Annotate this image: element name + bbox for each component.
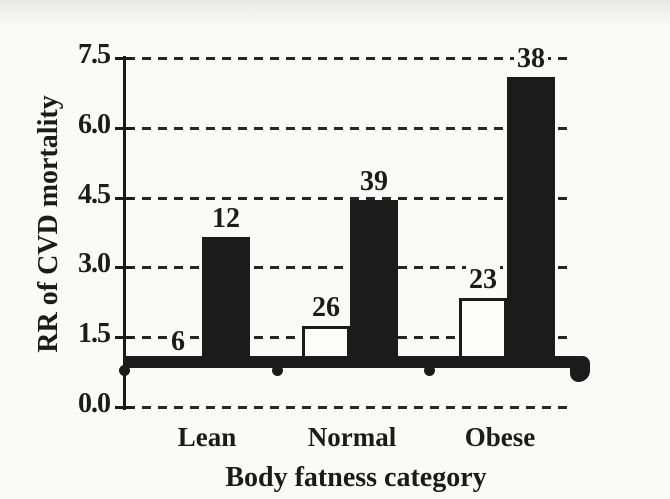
bar-count-label: 23 [466, 265, 500, 294]
y-tick-label: 3.0 [78, 248, 111, 280]
bar-solid-bars-obese [507, 76, 555, 368]
y-tick-label: 4.5 [78, 178, 111, 210]
bar-count-label: 26 [309, 293, 343, 322]
y-tick-label: 7.5 [78, 39, 111, 71]
scan-edge-shading [0, 0, 670, 26]
y-gridline-7.5 [126, 57, 572, 61]
baseline-band [123, 356, 574, 368]
x-axis-tick-dot [118, 365, 130, 376]
x-axis-tick-dot [423, 365, 435, 376]
bar-count-label: 6 [168, 328, 188, 357]
category-label-lean: Lean [177, 422, 237, 452]
category-label-normal: Normal [307, 422, 397, 452]
y-axis-line [123, 56, 126, 410]
y-tick-label: 0.0 [78, 388, 111, 419]
bar-count-label: 38 [514, 44, 548, 73]
x-axis-title: Body fatness category [225, 462, 487, 493]
y-gridline-3.0 [126, 266, 572, 270]
y-gridline-4.5 [126, 196, 572, 200]
y-tick-label: 6.0 [78, 108, 111, 140]
y-gridline-0.0 [126, 406, 572, 409]
bar-count-label: 39 [357, 167, 391, 196]
bar-solid-bars-lean [202, 237, 250, 368]
baseline-band-endcap [570, 356, 590, 382]
y-gridline-6.0 [126, 126, 572, 130]
y-axis-title: RR of CVD mortality [33, 95, 64, 353]
y-tick-label: 1.5 [78, 318, 111, 350]
bar-solid-bars-normal [350, 199, 398, 368]
bar-count-label: 12 [209, 205, 243, 234]
x-axis-tick-dot [271, 365, 283, 376]
category-label-obese: Obese [464, 422, 536, 452]
